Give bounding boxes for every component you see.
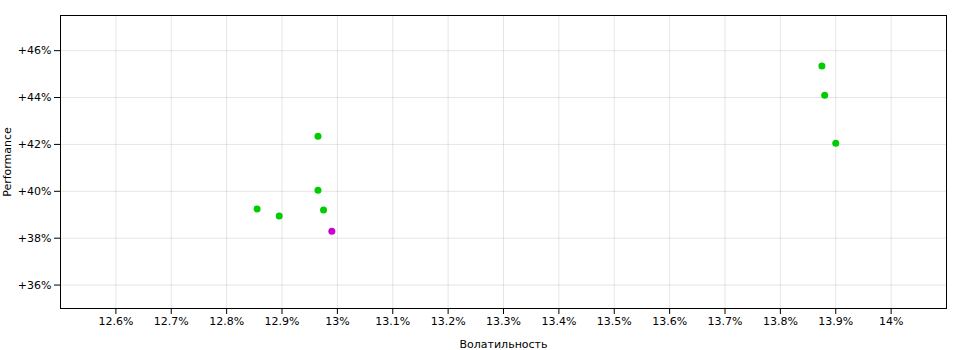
svg-text:14%: 14%	[879, 315, 903, 328]
svg-text:13.8%: 13.8%	[763, 315, 798, 328]
svg-text:13.2%: 13.2%	[431, 315, 466, 328]
svg-text:+46%: +46%	[18, 44, 52, 57]
svg-text:13.7%: 13.7%	[708, 315, 743, 328]
svg-text:12.7%: 12.7%	[154, 315, 189, 328]
svg-text:+40%: +40%	[18, 185, 52, 198]
svg-text:13%: 13%	[325, 315, 349, 328]
svg-text:Волатильность: Волатильность	[460, 338, 548, 350]
svg-text:12.8%: 12.8%	[209, 315, 244, 328]
svg-text:+44%: +44%	[18, 91, 52, 104]
svg-text:12.9%: 12.9%	[265, 315, 300, 328]
svg-text:+36%: +36%	[18, 279, 52, 292]
svg-text:13.3%: 13.3%	[486, 315, 521, 328]
svg-text:13.6%: 13.6%	[652, 315, 687, 328]
svg-text:13.9%: 13.9%	[818, 315, 853, 328]
svg-text:13.5%: 13.5%	[597, 315, 632, 328]
svg-text:12.6%: 12.6%	[98, 315, 133, 328]
svg-text:Performance: Performance	[1, 127, 14, 197]
svg-text:13.1%: 13.1%	[375, 315, 410, 328]
svg-text:+42%: +42%	[18, 138, 52, 151]
svg-text:13.4%: 13.4%	[541, 315, 576, 328]
svg-text:+38%: +38%	[18, 232, 52, 245]
